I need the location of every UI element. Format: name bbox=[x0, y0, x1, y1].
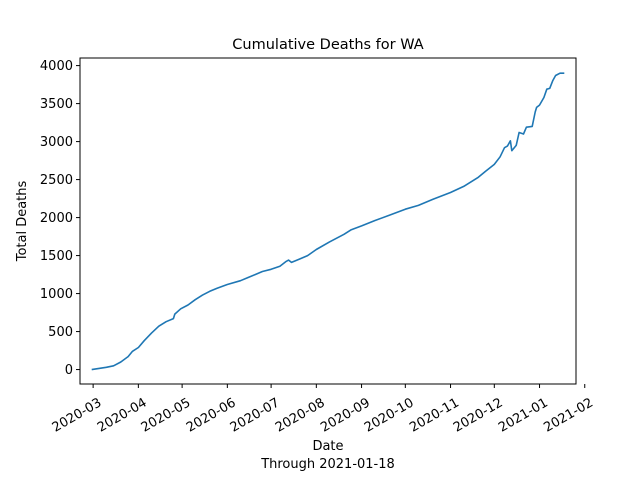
y-tick-label: 2000 bbox=[40, 211, 73, 226]
y-tick-label: 3000 bbox=[40, 135, 73, 150]
x-axis-ticks: 2020-032020-042020-052020-062020-072020-… bbox=[50, 384, 596, 436]
x-tick-label: 2021-01 bbox=[496, 395, 551, 435]
series-line-cumulative-deaths bbox=[91, 72, 565, 371]
y-tick-label: 1500 bbox=[40, 249, 73, 264]
y-tick-label: 1000 bbox=[40, 287, 73, 302]
x-tick-label: 2021-02 bbox=[541, 395, 596, 435]
x-tick-label: 2020-08 bbox=[273, 395, 328, 435]
y-tick-label: 4000 bbox=[40, 59, 73, 74]
chart-title: Cumulative Deaths for WA bbox=[232, 37, 423, 53]
x-axis-subtitle: Through 2021-01-18 bbox=[260, 457, 395, 472]
x-axis-title: Date bbox=[312, 439, 343, 454]
plot-frame bbox=[79, 57, 577, 385]
x-tick-label: 2020-09 bbox=[318, 395, 373, 435]
x-tick-label: 2020-12 bbox=[451, 395, 506, 435]
y-axis-title: Total Deaths bbox=[15, 180, 30, 262]
x-tick-label: 2020-11 bbox=[407, 395, 462, 435]
y-tick-label: 3500 bbox=[40, 97, 73, 112]
y-axis-ticks: 0 500 1000 1500 2000 2500 3000 3500 4000 bbox=[40, 59, 80, 378]
x-tick-label: 2020-05 bbox=[139, 395, 194, 435]
x-tick-label: 2020-06 bbox=[184, 395, 239, 435]
y-tick-label: 2500 bbox=[40, 173, 73, 188]
x-tick-label: 2020-07 bbox=[228, 395, 283, 435]
x-tick-label: 2020-03 bbox=[50, 395, 105, 435]
x-tick-label: 2020-04 bbox=[95, 395, 150, 435]
y-tick-label: 500 bbox=[48, 325, 73, 340]
y-tick-label: 0 bbox=[65, 363, 73, 378]
x-tick-label: 2020-10 bbox=[362, 395, 417, 435]
